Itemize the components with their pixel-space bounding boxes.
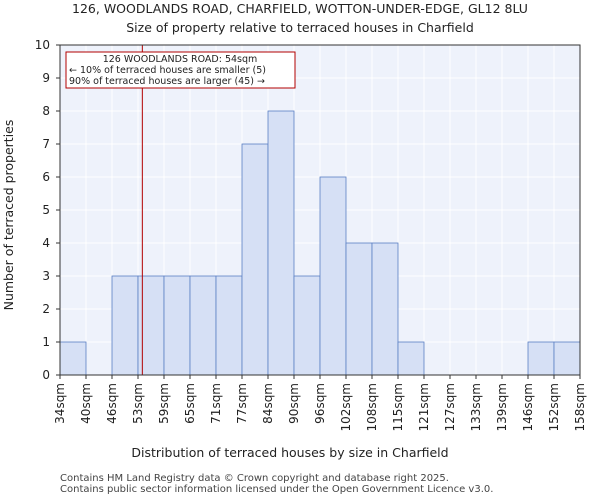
- bar-84sqm: [267, 110, 295, 376]
- chart-title: 126, WOODLANDS ROAD, CHARFIELD, WOTTON-U…: [72, 1, 528, 16]
- y-tick-label: 6: [42, 170, 50, 184]
- x-tick-label: 102sqm: [339, 383, 353, 431]
- y-axis-ticks: 0 1 2 3 4 5 6 7 8 9 10: [35, 38, 60, 382]
- x-tick-label: 146sqm: [521, 383, 535, 431]
- bar-59sqm: [163, 275, 191, 376]
- x-tick-label: 34sqm: [53, 383, 67, 424]
- x-tick-label: 133sqm: [469, 383, 483, 431]
- chart-subtitle: Size of property relative to terraced ho…: [126, 20, 474, 35]
- x-axis-ticks: 34sqm 40sqm 46sqm 53sqm 59sqm 65sqm 71sqm 77sqm…: [53, 375, 587, 431]
- x-tick-label: 108sqm: [365, 383, 379, 431]
- y-axis-label: Number of terraced properties: [1, 120, 16, 311]
- x-tick-label: 71sqm: [209, 383, 223, 424]
- x-axis-label: Distribution of terraced houses by size …: [131, 445, 448, 460]
- x-tick-label: 115sqm: [391, 383, 405, 431]
- x-tick-label: 46sqm: [105, 383, 119, 424]
- x-tick-label: 84sqm: [261, 383, 275, 424]
- bar-65sqm: [189, 275, 217, 376]
- bar-115sqm: [397, 341, 425, 376]
- bar-152sqm: [553, 341, 581, 376]
- annotation-title: 126 WOODLANDS ROAD: 54sqm: [103, 54, 258, 65]
- x-tick-label: 53sqm: [131, 383, 145, 424]
- y-tick-label: 0: [42, 368, 50, 382]
- y-tick-label: 7: [42, 137, 50, 151]
- annotation-smaller: ← 10% of terraced houses are smaller (5): [69, 65, 266, 76]
- bar-102sqm: [345, 242, 373, 376]
- bar-108sqm: [371, 242, 399, 376]
- x-tick-label: 96sqm: [313, 383, 327, 424]
- x-tick-label: 90sqm: [287, 383, 301, 424]
- y-tick-label: 4: [42, 236, 50, 250]
- annotation-frame: [65, 51, 296, 89]
- annotation-larger: 90% of terraced houses are larger (45) →: [69, 76, 265, 87]
- x-tick-label: 59sqm: [157, 383, 171, 424]
- y-tick-label: 8: [42, 104, 50, 118]
- bar-146sqm: [527, 341, 555, 376]
- footer-line-2: Contains public sector information licen…: [60, 484, 494, 495]
- x-tick-label: 127sqm: [443, 383, 457, 431]
- x-tick-label: 121sqm: [417, 383, 431, 431]
- y-tick-label: 2: [42, 302, 50, 316]
- bar-77sqm: [241, 143, 269, 376]
- footer-line-1: Contains HM Land Registry data © Crown c…: [60, 473, 449, 484]
- y-tick-label: 10: [35, 38, 50, 52]
- x-tick-label: 158sqm: [573, 383, 587, 431]
- x-tick-label: 152sqm: [547, 383, 561, 431]
- bar-46sqm: [111, 275, 139, 376]
- annotation-box: 126 WOODLANDS ROAD: 54sqm ← 10% of terra…: [65, 51, 296, 89]
- x-tick-label: 40sqm: [79, 383, 93, 424]
- y-tick-label: 9: [42, 71, 50, 85]
- y-tick-label: 3: [42, 269, 50, 283]
- bar-71sqm: [215, 275, 243, 376]
- bar-96sqm: [319, 176, 347, 376]
- x-tick-label: 139sqm: [495, 383, 509, 431]
- x-tick-label: 77sqm: [235, 383, 249, 424]
- bars: [59, 110, 581, 376]
- bar-90sqm: [293, 275, 321, 376]
- y-tick-label: 1: [42, 335, 50, 349]
- x-tick-label: 65sqm: [183, 383, 197, 424]
- y-tick-label: 5: [42, 203, 50, 217]
- bar-34sqm: [59, 341, 87, 376]
